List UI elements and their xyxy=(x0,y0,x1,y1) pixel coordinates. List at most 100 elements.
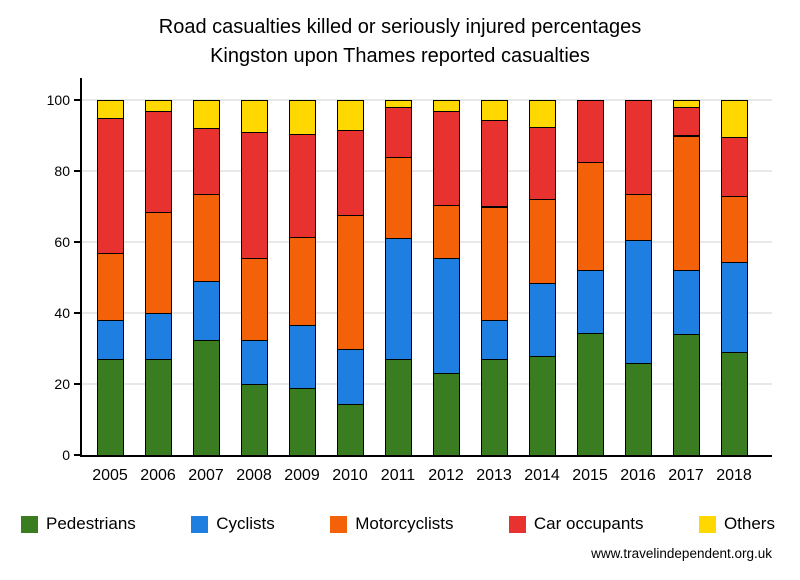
bar-2014-segment-cyclists xyxy=(528,282,556,357)
y-axis-tick-100 xyxy=(74,99,81,101)
bar-2016-segment-motorcyclists xyxy=(624,194,652,242)
bar-2007-segment-cyclists xyxy=(192,281,220,341)
chart-title: Road casualties killed or seriously inju… xyxy=(158,16,642,38)
bar-2016-segment-car-occupants xyxy=(624,100,652,196)
bar-2011-segment-car-occupants xyxy=(384,107,412,158)
bar-2015-segment-cyclists xyxy=(576,270,604,334)
x-axis-label-2005: 2005 xyxy=(92,467,128,484)
x-axis-label-2010: 2010 xyxy=(332,467,368,484)
x-axis-label-2015: 2015 xyxy=(572,467,608,484)
x-axis-label-2006: 2006 xyxy=(140,467,176,484)
bar-2008-segment-cyclists xyxy=(240,339,268,385)
chart-title-block: Road casualties killed or seriously inju… xyxy=(0,13,800,71)
bar-2009-segment-car-occupants xyxy=(288,133,316,238)
bar-2011-segment-others xyxy=(384,100,412,109)
legend-item-motorcyclists: Motorcyclists xyxy=(330,514,453,534)
legend-label: Car occupants xyxy=(533,514,644,533)
legend-label: Others xyxy=(723,514,775,533)
bar-2015-segment-pedestrians xyxy=(576,332,604,456)
x-axis-label-2017: 2017 xyxy=(668,467,704,484)
bar-2008-segment-car-occupants xyxy=(240,131,268,259)
bar-2009-segment-cyclists xyxy=(288,325,316,389)
bar-2006-segment-pedestrians xyxy=(144,359,172,456)
bar-2018-segment-others xyxy=(720,100,748,139)
x-axis-label-2016: 2016 xyxy=(620,467,656,484)
bar-2007-segment-car-occupants xyxy=(192,128,220,196)
bar-2017-segment-others xyxy=(672,100,700,109)
bar-2015-segment-car-occupants xyxy=(576,100,604,164)
y-axis-tick-20 xyxy=(74,383,81,385)
bar-2018-segment-car-occupants xyxy=(720,137,748,197)
bar-2010-segment-motorcyclists xyxy=(336,215,364,350)
x-axis-label-2009: 2009 xyxy=(284,467,320,484)
bar-2005-segment-car-occupants xyxy=(96,117,124,254)
bar-2013-segment-motorcyclists xyxy=(480,206,508,322)
legend-label: Cyclists xyxy=(216,514,275,533)
bar-2007-segment-pedestrians xyxy=(192,339,220,456)
bar-2009-segment-pedestrians xyxy=(288,387,316,456)
bar-2012-segment-pedestrians xyxy=(432,373,460,456)
bar-2013-segment-others xyxy=(480,100,508,121)
y-axis-tick-40 xyxy=(74,312,81,314)
bar-2018-segment-motorcyclists xyxy=(720,195,748,263)
bar-2017-segment-motorcyclists xyxy=(672,135,700,272)
x-axis-label-2012: 2012 xyxy=(428,467,464,484)
y-axis-label-20: 20 xyxy=(54,376,70,392)
y-axis-tick-0 xyxy=(74,454,81,456)
bar-2014-segment-car-occupants xyxy=(528,126,556,201)
x-axis-label-2007: 2007 xyxy=(188,467,224,484)
bar-2015-segment-motorcyclists xyxy=(576,162,604,272)
bar-2009-segment-others xyxy=(288,100,316,135)
bar-2012-segment-others xyxy=(432,100,460,112)
bar-2006-segment-car-occupants xyxy=(144,110,172,213)
gridline-40 xyxy=(82,312,772,314)
gridline-100 xyxy=(82,99,772,101)
y-axis-tick-60 xyxy=(74,241,81,243)
legend-swatch-icon xyxy=(21,515,38,533)
watermark-link: www.travelindependent.org.uk xyxy=(591,546,772,561)
bar-2016-segment-pedestrians xyxy=(624,362,652,456)
bar-2005-segment-motorcyclists xyxy=(96,252,124,322)
gridline-20 xyxy=(82,383,772,385)
bar-2018-segment-pedestrians xyxy=(720,352,748,456)
x-axis-label-2014: 2014 xyxy=(524,467,560,484)
bar-2012-segment-motorcyclists xyxy=(432,204,460,259)
bar-2009-segment-motorcyclists xyxy=(288,236,316,327)
y-axis-label-0: 0 xyxy=(62,447,70,463)
bar-2010-segment-cyclists xyxy=(336,348,364,405)
y-axis-label-40: 40 xyxy=(54,305,70,321)
chart-subtitle: Kingston upon Thames reported casualties xyxy=(210,45,590,67)
bar-2017-segment-cyclists xyxy=(672,270,700,336)
x-axis-label-2018: 2018 xyxy=(716,467,752,484)
legend-item-cyclists: Cyclists xyxy=(191,514,275,534)
gridline-60 xyxy=(82,241,772,243)
bar-2005-segment-cyclists xyxy=(96,320,124,361)
legend-label: Pedestrians xyxy=(46,514,136,533)
bar-2010-segment-car-occupants xyxy=(336,130,364,217)
bar-2013-segment-car-occupants xyxy=(480,119,508,208)
bar-2006-segment-motorcyclists xyxy=(144,211,172,314)
legend-swatch-icon xyxy=(698,515,716,533)
bar-2007-segment-others xyxy=(192,100,220,130)
bar-2012-segment-cyclists xyxy=(432,257,460,375)
bar-2013-segment-pedestrians xyxy=(480,359,508,456)
x-axis-line xyxy=(80,455,772,457)
y-axis-line xyxy=(80,78,82,457)
bar-2005-segment-others xyxy=(96,100,124,119)
bar-2017-segment-pedestrians xyxy=(672,334,700,456)
y-axis-label-60: 60 xyxy=(54,234,70,250)
bar-2011-segment-cyclists xyxy=(384,238,412,361)
legend-label: Motorcyclists xyxy=(355,514,454,533)
legend-item-others: Others xyxy=(698,514,775,534)
bar-2010-segment-others xyxy=(336,100,364,132)
bar-2011-segment-pedestrians xyxy=(384,359,412,456)
legend-swatch-icon xyxy=(330,515,348,533)
bar-2010-segment-pedestrians xyxy=(336,403,364,456)
bar-2014-segment-motorcyclists xyxy=(528,199,556,284)
bar-2006-segment-cyclists xyxy=(144,313,172,361)
bar-2018-segment-cyclists xyxy=(720,261,748,354)
bar-2013-segment-cyclists xyxy=(480,320,508,361)
bar-2012-segment-car-occupants xyxy=(432,110,460,206)
